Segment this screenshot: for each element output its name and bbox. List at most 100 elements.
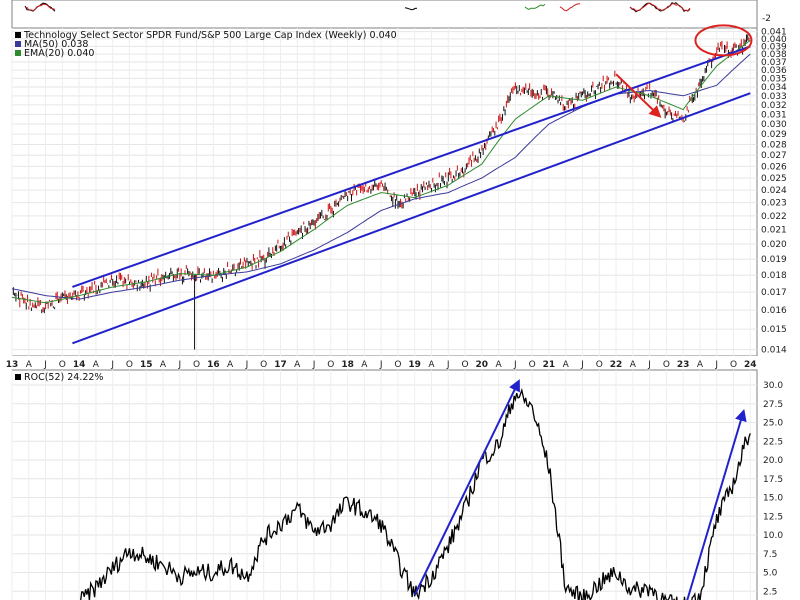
roc-y-tick-label: 25.0 xyxy=(763,419,783,429)
top-indicator-line xyxy=(559,3,581,12)
roc-y-tick-label: 7.5 xyxy=(763,550,777,560)
top-indicator-line xyxy=(629,2,691,12)
legend-swatch xyxy=(15,32,21,38)
price-y-tick-label: 0.039 xyxy=(761,42,787,52)
roc-panel xyxy=(11,369,758,600)
date-tick-label: A xyxy=(496,360,503,370)
top-indicator-line xyxy=(524,3,546,10)
date-tick-label: A xyxy=(160,360,167,370)
price-y-tick-label: 0.040 xyxy=(761,35,787,45)
date-tick-label: 15 xyxy=(140,360,153,370)
date-tick-label: O xyxy=(730,360,737,370)
date-tick-label: A xyxy=(630,360,637,370)
date-tick-label: 20 xyxy=(476,360,489,370)
top-indicator-line xyxy=(404,7,418,11)
date-tick-label: 17 xyxy=(274,360,287,370)
roc-y-tick-label: 17.5 xyxy=(763,475,783,485)
price-y-tick-label: 0.025 xyxy=(761,174,787,184)
roc-legend: ROC(52) 24.22% xyxy=(15,372,103,383)
date-tick-label: A xyxy=(294,360,301,370)
roc-y-tick-label: 20.0 xyxy=(763,456,783,466)
date-tick-label: J xyxy=(245,360,249,370)
roc-y-axis: 2.5 5.0 7.5 10.0 12.5 15.0 17.5 20.0 22.5 25.0 27.… xyxy=(763,381,783,597)
date-tick-label: J xyxy=(110,360,114,370)
date-tick-label: O xyxy=(260,360,267,370)
price-arrow xyxy=(615,73,662,118)
price-annotations xyxy=(72,24,753,345)
date-tick-label: 21 xyxy=(543,360,556,370)
price-y-tick-label: 0.037 xyxy=(761,58,787,68)
date-tick-label: O xyxy=(529,360,536,370)
roc-arrow xyxy=(413,379,520,596)
price-y-tick-label: 0.020 xyxy=(761,240,787,250)
date-tick-label: O xyxy=(327,360,334,370)
price-y-tick-label: 0.017 xyxy=(761,288,787,298)
roc-y-tick-label: 10.0 xyxy=(763,531,783,541)
date-tick-label: A xyxy=(563,360,570,370)
roc-series xyxy=(80,387,751,600)
date-tick-label: O xyxy=(126,360,133,370)
roc-line xyxy=(80,387,751,600)
price-y-axis: 0.014 0.015 0.016 0.017 0.018 0.019 0.020 0.021… xyxy=(761,28,787,356)
price-y-tick-label: 0.018 xyxy=(761,271,787,281)
price-y-tick-label: 0.034 xyxy=(761,83,787,93)
date-tick-label: 22 xyxy=(610,360,623,370)
date-tick-label: O xyxy=(59,360,66,370)
date-tick-label: 19 xyxy=(408,360,421,370)
roc-y-tick-label: 22.5 xyxy=(763,437,783,447)
price-y-tick-label: 0.014 xyxy=(761,346,787,356)
date-tick-label: J xyxy=(312,360,316,370)
price-grid xyxy=(11,28,757,356)
price-y-tick-label: 0.029 xyxy=(761,130,787,140)
price-y-tick-label: 0.032 xyxy=(761,101,787,111)
price-y-tick-label: 0.038 xyxy=(761,50,787,60)
roc-y-tick-label: 30.0 xyxy=(763,381,783,391)
legend-swatch xyxy=(15,41,21,47)
date-tick-label: J xyxy=(379,360,383,370)
legend-label: EMA(20) 0.040 xyxy=(24,48,94,59)
legend-swatch xyxy=(15,374,21,380)
date-tick-label: 16 xyxy=(207,360,220,370)
date-tick-label: J xyxy=(43,360,47,370)
price-y-tick-label: 0.019 xyxy=(761,255,787,265)
roc-annotations xyxy=(413,379,747,600)
date-tick-label: A xyxy=(361,360,368,370)
legend-label: MA(50) 0.038 xyxy=(24,39,88,50)
top-panel-y-tick: -2 xyxy=(762,14,771,24)
top-indicator-line xyxy=(24,3,56,12)
date-tick-label: 24 xyxy=(744,360,757,370)
date-tick-label: J xyxy=(446,360,450,370)
price-y-tick-label: 0.030 xyxy=(761,120,787,130)
price-y-tick-label: 0.035 xyxy=(761,74,787,84)
date-axis-strip xyxy=(0,356,800,370)
date-tick-label: A xyxy=(428,360,435,370)
roc-y-tick-label: 5.0 xyxy=(763,569,778,579)
price-y-tick-label: 0.036 xyxy=(761,66,787,76)
date-axis: 13 A J O 14 A J O 15 A J O 16 A J O 17 A J O 18 A J O 19 A J O 20 A J O… xyxy=(6,360,757,370)
date-tick-label: J xyxy=(580,360,584,370)
roc-arrow xyxy=(686,408,747,600)
top-indicator-panel-content xyxy=(24,2,691,13)
price-y-tick-label: 0.041 xyxy=(761,28,787,38)
roc-y-tick-label: 12.5 xyxy=(763,512,783,522)
price-y-tick-label: 0.022 xyxy=(761,212,787,222)
legend-label: Technology Select Sector SPDR Fund/S&P 5… xyxy=(23,30,397,41)
price-y-tick-label: 0.016 xyxy=(761,306,787,316)
date-tick-label: O xyxy=(394,360,401,370)
price-y-tick-label: 0.033 xyxy=(761,92,787,102)
date-tick-label: O xyxy=(461,360,468,370)
trendline xyxy=(72,45,751,288)
date-tick-label: J xyxy=(513,360,517,370)
date-tick-label: J xyxy=(714,360,718,370)
legend-swatch xyxy=(15,50,21,56)
date-tick-label: A xyxy=(26,360,33,370)
date-tick-label: O xyxy=(596,360,603,370)
price-panel xyxy=(11,27,758,357)
trendline xyxy=(72,92,751,345)
price-legend: Technology Select Sector SPDR Fund/S&P 5… xyxy=(15,30,397,59)
date-tick-label: O xyxy=(193,360,200,370)
price-y-tick-label: 0.015 xyxy=(761,325,787,335)
date-tick-label: J xyxy=(177,360,181,370)
date-tick-label: 18 xyxy=(341,360,354,370)
ma50-line xyxy=(11,53,751,300)
